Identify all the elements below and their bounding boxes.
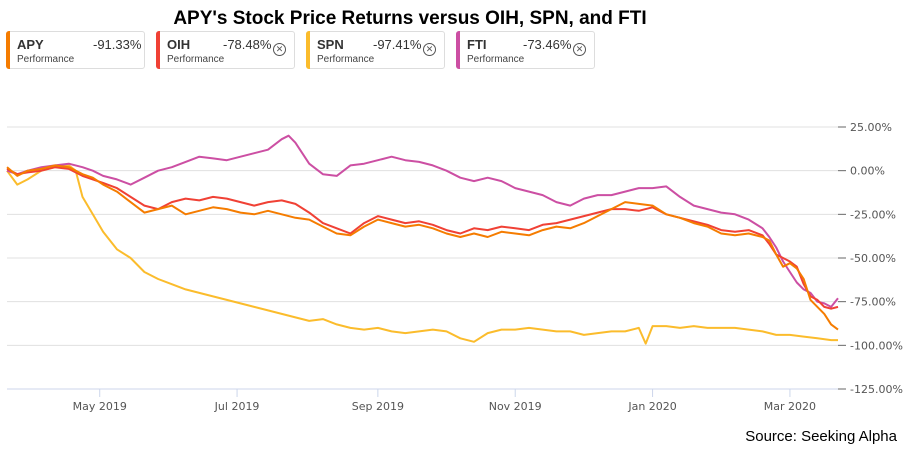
y-tick-label: -25.00% bbox=[850, 208, 896, 221]
series-sublabel: Performance bbox=[167, 54, 225, 65]
legend-card-fti[interactable]: FTI -73.46% Performance ✕ bbox=[456, 31, 595, 69]
y-tick-label: 0.00% bbox=[850, 165, 885, 178]
series-change: -78.48% bbox=[223, 37, 272, 52]
chart-title: APY's Stock Price Returns versus OIH, SP… bbox=[173, 8, 647, 29]
x-axis: May 2019 Jul 2019 Sep 2019 Nov 2019 Jan 2020… bbox=[7, 388, 838, 413]
series-change: -97.41% bbox=[373, 37, 422, 52]
y-tick-label: 25.00% bbox=[850, 121, 892, 134]
series-color-bar bbox=[456, 31, 460, 69]
legend-card-apy[interactable]: APY -91.33% Performance bbox=[6, 31, 145, 69]
y-tick-label: -125.00% bbox=[850, 383, 903, 396]
series-symbol: SPN bbox=[317, 37, 344, 52]
series-color-bar bbox=[156, 31, 160, 69]
series-sublabel: Performance bbox=[467, 54, 525, 65]
y-tick-label: -100.00% bbox=[850, 339, 903, 352]
legend-card-spn[interactable]: SPN -97.41% Performance ✕ bbox=[306, 31, 445, 69]
series-color-bar bbox=[6, 31, 10, 69]
series-line-fti bbox=[6, 134, 839, 308]
x-tick-label: Sep 2019 bbox=[352, 400, 404, 413]
legend-card-oih[interactable]: OIH -78.48% Performance ✕ bbox=[156, 31, 295, 69]
x-tick-label: Mar 2020 bbox=[764, 400, 816, 413]
source-caption: Source: Seeking Alpha bbox=[745, 428, 897, 445]
x-tick-label: Jul 2019 bbox=[214, 400, 260, 413]
series-change: -73.46% bbox=[523, 37, 572, 52]
series-change: -91.33% bbox=[93, 37, 142, 52]
x-tick-label: Nov 2019 bbox=[489, 400, 542, 413]
y-tick-label: -50.00% bbox=[850, 252, 896, 265]
remove-series-icon[interactable]: ✕ bbox=[423, 43, 436, 56]
series-symbol: OIH bbox=[167, 37, 191, 52]
series-lines bbox=[6, 134, 839, 345]
x-tick-label: May 2019 bbox=[73, 400, 127, 413]
y-tick-label: -75.00% bbox=[850, 296, 896, 309]
y-axis-ticks: 25.00% 0.00% -25.00% -50.00% -75.00% -100.00%… bbox=[838, 121, 903, 396]
series-color-bar bbox=[306, 31, 310, 69]
series-symbol: FTI bbox=[467, 37, 487, 52]
remove-series-icon[interactable]: ✕ bbox=[273, 43, 286, 56]
series-line-oih bbox=[6, 166, 839, 310]
series-line-spn bbox=[6, 164, 838, 345]
series-symbol: APY bbox=[17, 37, 44, 52]
x-tick-label: Jan 2020 bbox=[627, 400, 676, 413]
series-sublabel: Performance bbox=[17, 54, 75, 65]
series-sublabel: Performance bbox=[317, 54, 375, 65]
series-line-apy bbox=[6, 164, 839, 331]
remove-series-icon[interactable]: ✕ bbox=[573, 43, 586, 56]
